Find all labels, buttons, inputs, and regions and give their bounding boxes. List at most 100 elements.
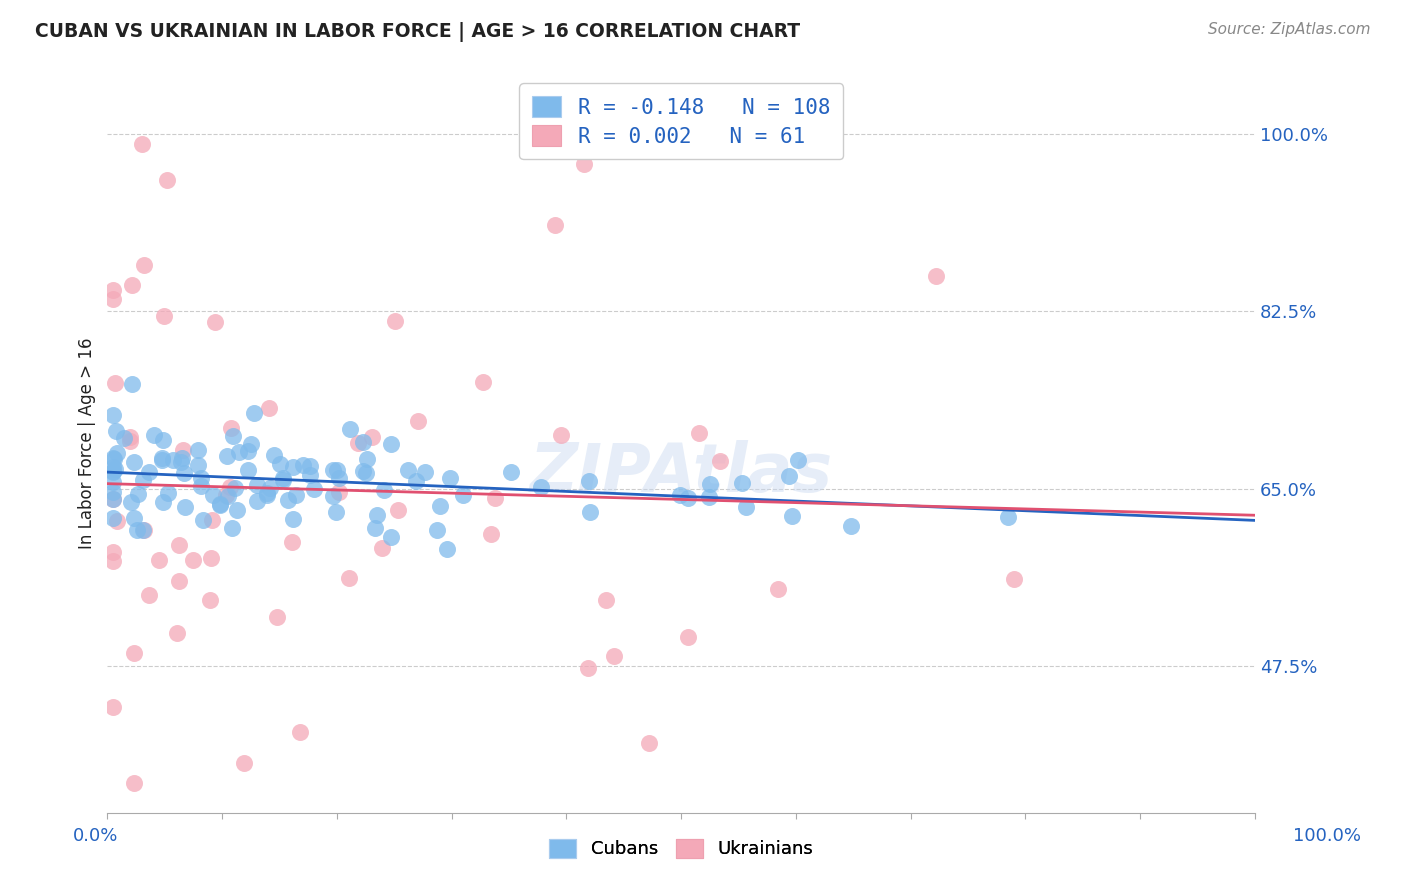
Point bbox=[734, 500, 756, 514]
Point bbox=[101, 450, 124, 465]
Point bbox=[406, 414, 429, 428]
Point bbox=[104, 462, 127, 476]
Point bbox=[280, 535, 302, 549]
Point bbox=[373, 483, 395, 498]
Point bbox=[122, 454, 145, 468]
Point bbox=[269, 457, 291, 471]
Point bbox=[328, 485, 350, 500]
Point bbox=[256, 486, 278, 500]
Point bbox=[101, 465, 124, 479]
Point bbox=[122, 511, 145, 525]
Point bbox=[240, 437, 263, 451]
Text: 0.0%: 0.0% bbox=[73, 827, 118, 845]
Point bbox=[361, 430, 384, 444]
Point bbox=[167, 574, 190, 588]
Point bbox=[150, 453, 173, 467]
Point bbox=[204, 315, 226, 329]
Point bbox=[283, 512, 305, 526]
Point bbox=[167, 538, 190, 552]
Point bbox=[396, 463, 419, 477]
Point bbox=[578, 474, 600, 488]
Point bbox=[603, 648, 626, 663]
Point bbox=[222, 429, 245, 443]
Point bbox=[678, 491, 700, 506]
Point bbox=[152, 433, 174, 447]
Point bbox=[105, 424, 128, 438]
Point bbox=[127, 487, 149, 501]
Point bbox=[384, 314, 406, 328]
Point bbox=[352, 435, 374, 450]
Point bbox=[370, 541, 392, 555]
Point bbox=[156, 486, 179, 500]
Point bbox=[219, 421, 242, 435]
Point bbox=[325, 505, 347, 519]
Point bbox=[246, 478, 269, 492]
Point bbox=[997, 509, 1019, 524]
Point bbox=[572, 157, 595, 171]
Point bbox=[780, 509, 803, 524]
Point bbox=[676, 630, 699, 644]
Point bbox=[224, 482, 246, 496]
Point bbox=[501, 465, 523, 479]
Y-axis label: In Labor Force | Age > 16: In Labor Force | Age > 16 bbox=[79, 337, 96, 549]
Point bbox=[688, 426, 710, 441]
Point bbox=[208, 499, 231, 513]
Point bbox=[187, 443, 209, 458]
Point bbox=[101, 492, 124, 507]
Text: CUBAN VS UKRAINIAN IN LABOR FORCE | AGE > 16 CORRELATION CHART: CUBAN VS UKRAINIAN IN LABOR FORCE | AGE … bbox=[35, 22, 800, 42]
Point bbox=[637, 736, 659, 750]
Point bbox=[153, 309, 176, 323]
Point bbox=[326, 463, 349, 477]
Point bbox=[200, 592, 222, 607]
Point bbox=[429, 499, 451, 513]
Point bbox=[148, 553, 170, 567]
Point bbox=[256, 488, 278, 502]
Point bbox=[101, 492, 124, 507]
Point bbox=[152, 494, 174, 508]
Point bbox=[347, 436, 370, 450]
Point bbox=[436, 541, 458, 556]
Point bbox=[101, 545, 124, 559]
Point bbox=[578, 661, 600, 675]
Point bbox=[208, 497, 231, 511]
Point bbox=[101, 292, 124, 306]
Point bbox=[484, 491, 506, 505]
Point bbox=[366, 508, 388, 522]
Point bbox=[112, 431, 135, 445]
Point bbox=[200, 550, 222, 565]
Point bbox=[322, 489, 344, 503]
Point bbox=[101, 408, 124, 422]
Point bbox=[321, 463, 343, 477]
Point bbox=[226, 503, 249, 517]
Point bbox=[172, 442, 194, 457]
Point bbox=[471, 375, 494, 389]
Point bbox=[668, 488, 690, 502]
Point bbox=[285, 488, 308, 502]
Point bbox=[356, 451, 378, 466]
Point bbox=[352, 463, 374, 477]
Point bbox=[233, 756, 256, 770]
Point bbox=[337, 571, 360, 585]
Point bbox=[405, 474, 427, 488]
Point bbox=[181, 553, 204, 567]
Point bbox=[550, 428, 572, 442]
Point bbox=[363, 521, 385, 535]
Text: ZIPAtlas: ZIPAtlas bbox=[530, 440, 832, 506]
Point bbox=[173, 500, 195, 514]
Point bbox=[132, 523, 155, 537]
Point bbox=[104, 376, 127, 390]
Point bbox=[101, 554, 124, 568]
Point bbox=[288, 725, 311, 739]
Point bbox=[217, 489, 239, 503]
Point bbox=[131, 136, 153, 151]
Point bbox=[236, 444, 259, 458]
Point bbox=[387, 502, 409, 516]
Point bbox=[839, 518, 862, 533]
Point bbox=[1002, 572, 1025, 586]
Point bbox=[132, 523, 155, 537]
Point bbox=[530, 480, 553, 494]
Point bbox=[118, 434, 141, 449]
Point bbox=[380, 437, 402, 451]
Point bbox=[709, 454, 731, 468]
Point bbox=[925, 268, 948, 283]
